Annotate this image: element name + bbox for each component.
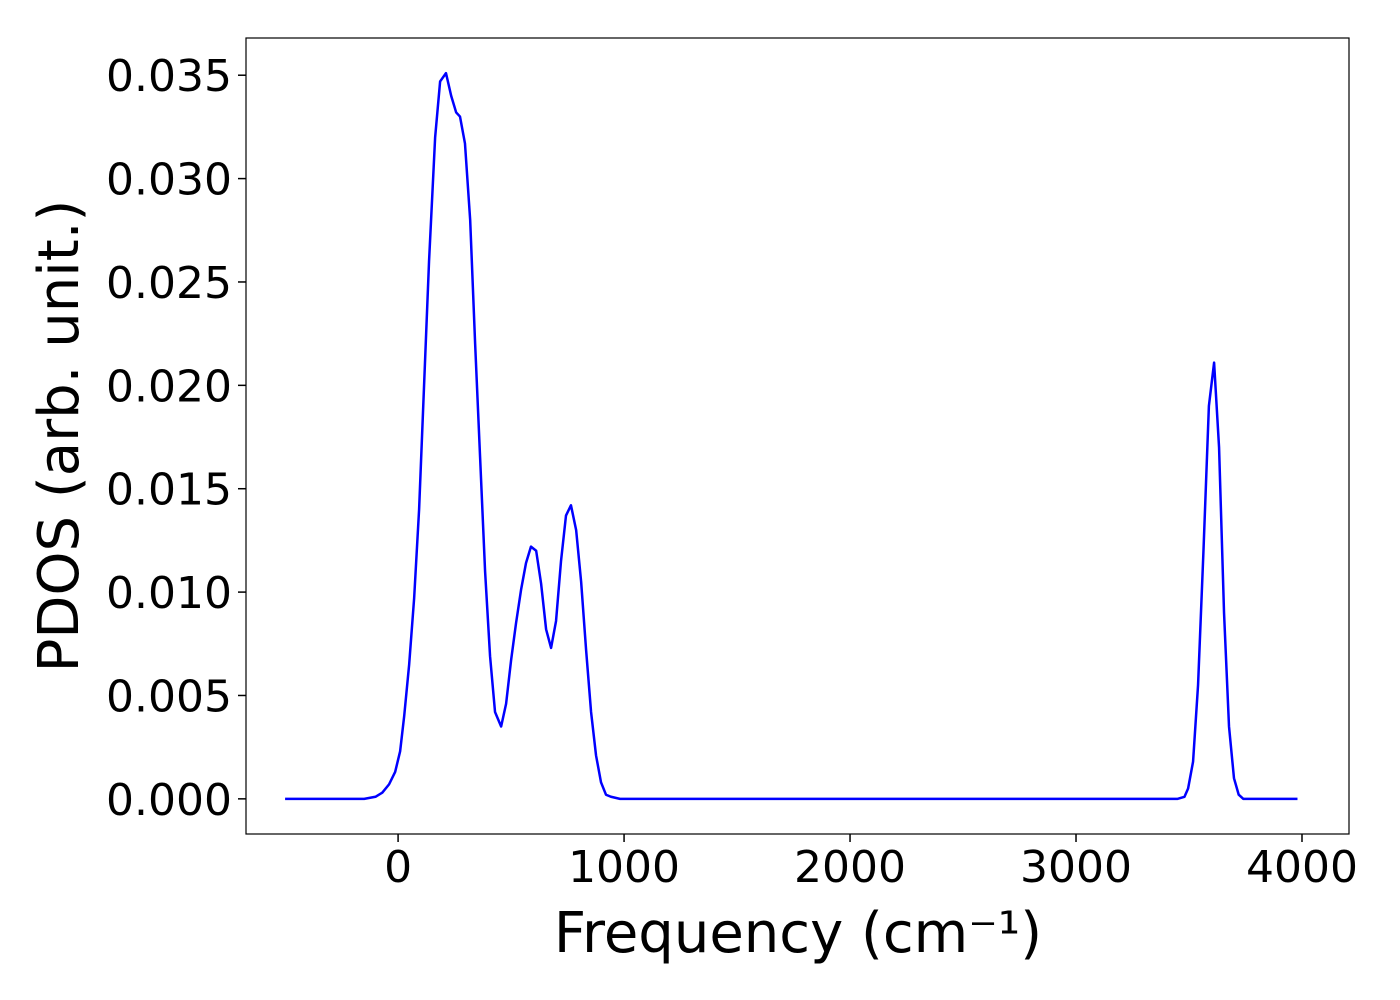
x-tick-label: 4000: [1246, 842, 1358, 893]
plot-frame: [245, 37, 1350, 835]
data-line: [285, 71, 1298, 801]
y-axis-label: PDOS (arb. unit.): [27, 200, 92, 673]
y-tick-label: 0.020: [106, 361, 232, 412]
x-tick-label: 0: [384, 842, 412, 893]
y-tick-label: 0.015: [106, 465, 232, 516]
x-tick-label: 3000: [1020, 842, 1132, 893]
x-tick-label: 1000: [568, 842, 680, 893]
x-axis-label: Frequency (cm⁻¹): [554, 901, 1042, 966]
x-tick-label: 2000: [794, 842, 906, 893]
y-tick-label: 0.035: [106, 51, 232, 102]
y-tick-label: 0.030: [106, 155, 232, 206]
y-tick-label: 0.025: [106, 258, 232, 309]
y-tick-label: 0.000: [106, 775, 232, 826]
y-tick-label: 0.005: [106, 671, 232, 722]
y-tick-label: 0.010: [106, 568, 232, 619]
